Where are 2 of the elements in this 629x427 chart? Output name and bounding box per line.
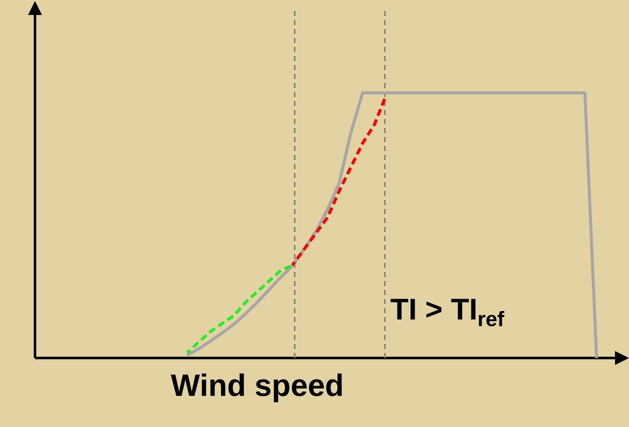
annotation: TI > TI$_{ref}$ xyxy=(390,298,504,326)
x-axis-title: Wind speed xyxy=(170,374,342,402)
